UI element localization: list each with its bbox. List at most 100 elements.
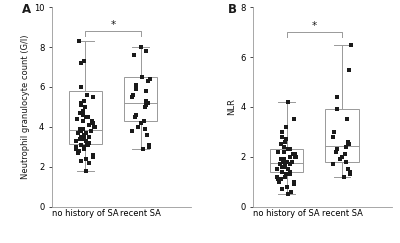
Point <box>330 135 336 139</box>
Point <box>78 159 84 163</box>
Point <box>288 190 294 193</box>
Point <box>89 119 96 123</box>
Point <box>88 129 94 133</box>
Point <box>86 123 92 127</box>
Point <box>92 125 98 129</box>
Point <box>344 117 350 121</box>
Point <box>84 141 90 145</box>
Point <box>342 152 348 156</box>
Point <box>286 147 293 151</box>
Y-axis label: NLR: NLR <box>227 98 236 115</box>
Point <box>278 177 284 181</box>
Bar <box>325 109 359 162</box>
Point <box>290 152 297 156</box>
Point <box>86 135 92 139</box>
Point <box>81 145 88 149</box>
Point <box>81 147 87 151</box>
Point <box>279 135 285 139</box>
Point <box>284 192 291 196</box>
Point <box>343 145 350 149</box>
Point <box>334 147 341 151</box>
Point <box>75 131 82 135</box>
Point <box>276 162 283 166</box>
Point <box>291 182 298 186</box>
Point <box>138 121 144 125</box>
Point <box>274 175 280 179</box>
Point <box>341 175 347 179</box>
Point <box>84 93 90 97</box>
Point <box>73 145 79 149</box>
Point <box>90 121 96 125</box>
Point <box>284 147 291 151</box>
Point <box>345 167 352 171</box>
Point <box>279 130 286 134</box>
Bar <box>124 77 158 121</box>
Point <box>331 130 338 134</box>
Point <box>80 137 87 141</box>
Point <box>83 115 90 119</box>
Point <box>76 149 83 153</box>
Point <box>282 172 289 176</box>
Point <box>334 95 340 99</box>
Point <box>284 167 291 171</box>
Point <box>336 157 343 161</box>
Point <box>344 140 351 144</box>
Point <box>90 153 96 157</box>
Point <box>90 155 96 159</box>
Point <box>128 95 135 99</box>
Point <box>80 109 87 113</box>
Point <box>285 100 292 104</box>
Point <box>145 101 151 105</box>
Point <box>78 85 84 89</box>
Point <box>91 125 97 129</box>
Point <box>287 162 294 166</box>
Point <box>292 155 298 159</box>
Text: B: B <box>228 3 237 16</box>
Point <box>293 155 299 159</box>
Bar <box>270 149 303 172</box>
Text: A: A <box>22 3 30 16</box>
Point <box>278 142 284 146</box>
Point <box>85 143 92 147</box>
Point <box>76 39 83 43</box>
Point <box>348 43 354 47</box>
Point <box>78 103 84 107</box>
Point <box>343 160 349 164</box>
Point <box>283 137 289 141</box>
Point <box>75 151 81 155</box>
Point <box>279 165 286 169</box>
Point <box>130 93 136 97</box>
Point <box>142 105 148 109</box>
Point <box>330 162 336 166</box>
Text: *: * <box>110 20 116 30</box>
Point <box>77 111 83 115</box>
Point <box>133 113 140 117</box>
Point <box>81 59 88 63</box>
Point <box>275 150 282 154</box>
Point <box>346 142 352 146</box>
Point <box>276 180 282 184</box>
Point <box>132 115 138 119</box>
Point <box>86 141 92 145</box>
Point <box>280 160 286 164</box>
Point <box>282 140 288 144</box>
Point <box>77 137 84 141</box>
Point <box>131 53 138 57</box>
Point <box>145 79 151 83</box>
Point <box>143 99 150 103</box>
Point <box>347 170 353 174</box>
Point <box>146 143 152 147</box>
Point <box>280 145 287 149</box>
Point <box>282 165 288 169</box>
Point <box>344 142 351 146</box>
Point <box>290 117 297 121</box>
Point <box>278 165 285 169</box>
Point <box>333 150 339 154</box>
Point <box>141 119 147 123</box>
Point <box>284 185 290 189</box>
Point <box>132 87 139 91</box>
Point <box>83 169 90 173</box>
Point <box>83 131 89 135</box>
Point <box>144 133 150 137</box>
Point <box>346 68 352 71</box>
